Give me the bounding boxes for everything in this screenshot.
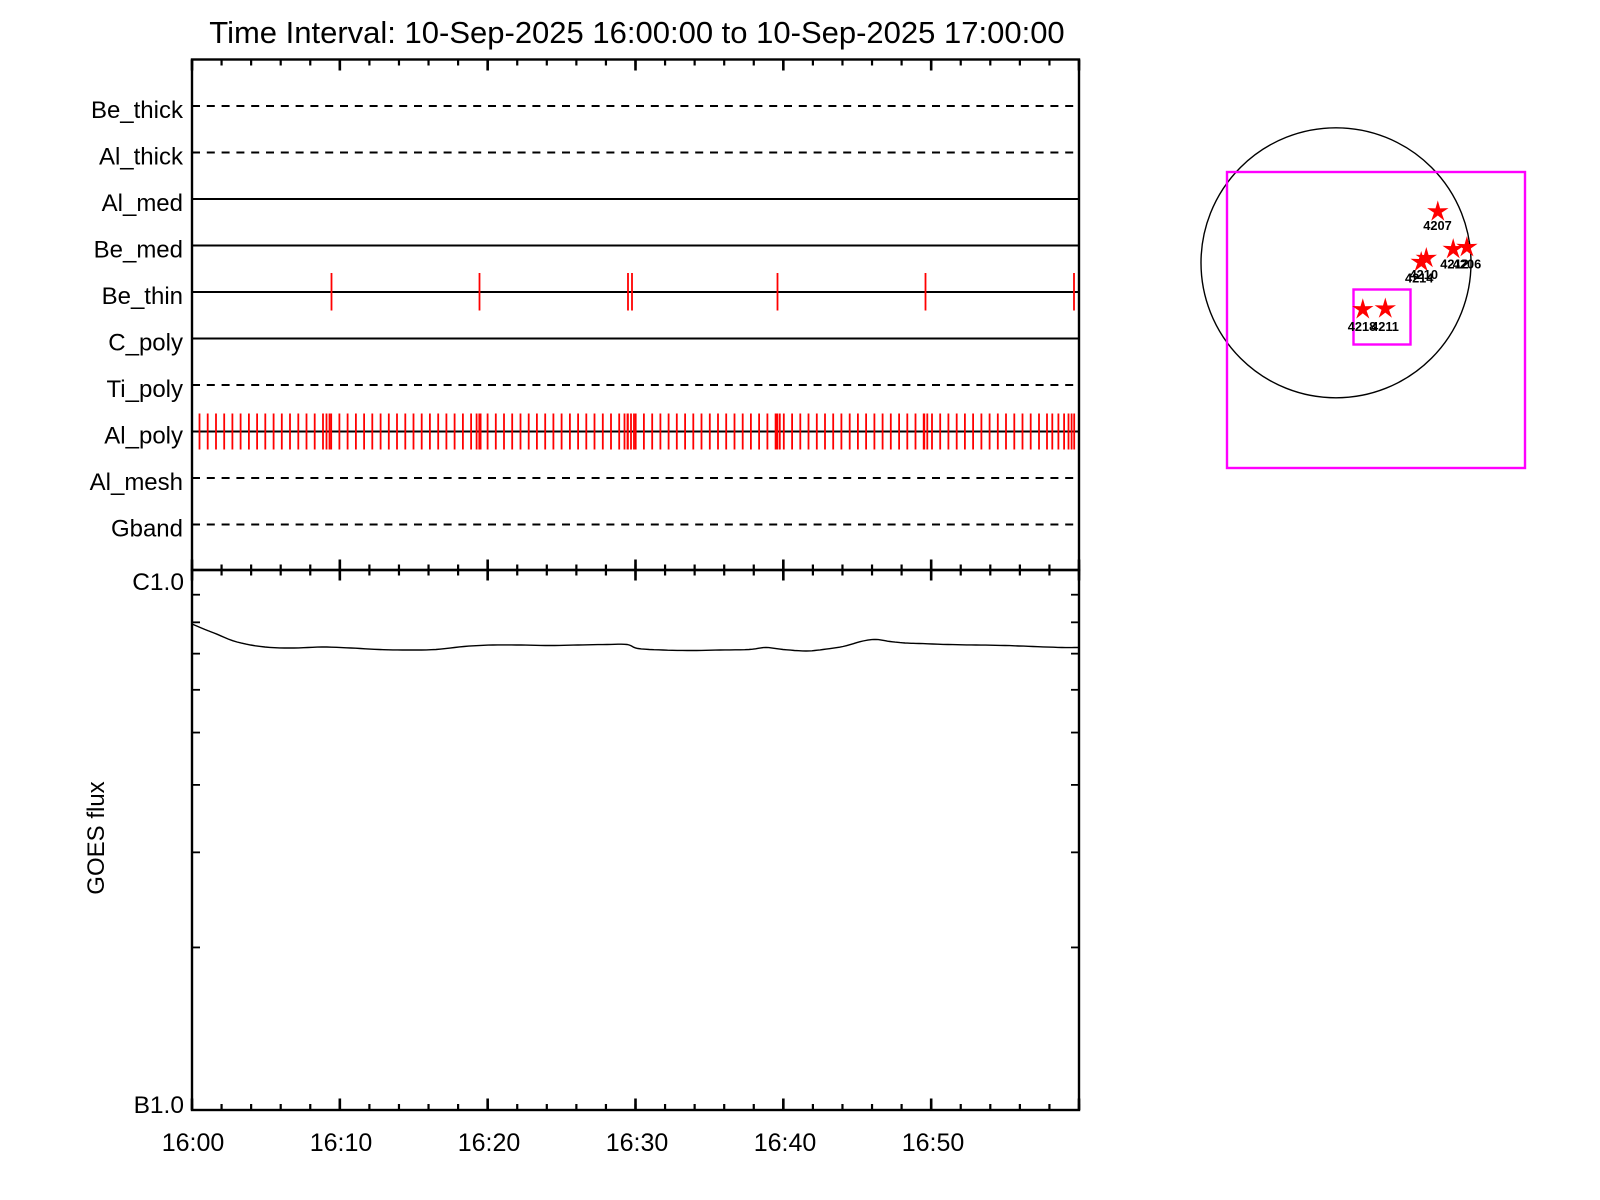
svg-text:Gband: Gband [111, 516, 183, 543]
svg-text:Al_med: Al_med [102, 190, 183, 217]
svg-text:4218: 4218 [1348, 319, 1376, 334]
svg-text:Ti_poly: Ti_poly [107, 376, 183, 403]
svg-text:4207: 4207 [1423, 218, 1451, 233]
svg-text:16:20: 16:20 [458, 1129, 521, 1157]
svg-text:Be_thick: Be_thick [91, 97, 184, 124]
svg-text:4206: 4206 [1453, 256, 1481, 271]
svg-text:C_poly: C_poly [108, 330, 183, 357]
svg-text:16:30: 16:30 [606, 1129, 669, 1157]
svg-text:16:40: 16:40 [754, 1129, 817, 1157]
svg-text:Time Interval: 10-Sep-2025 16:: Time Interval: 10-Sep-2025 16:00:00 to 1… [209, 15, 1064, 50]
svg-text:B1.0: B1.0 [134, 1092, 184, 1119]
svg-text:16:50: 16:50 [902, 1129, 965, 1157]
svg-text:Al_thick: Al_thick [99, 144, 184, 171]
svg-text:Al_mesh: Al_mesh [90, 469, 183, 496]
svg-text:C1.0: C1.0 [132, 569, 184, 596]
svg-text:4210: 4210 [1410, 267, 1438, 282]
svg-text:4211: 4211 [1371, 319, 1399, 334]
svg-text:GOES flux: GOES flux [83, 781, 110, 894]
svg-text:Be_med: Be_med [94, 237, 183, 264]
svg-text:4214: 4214 [1405, 270, 1434, 285]
svg-text:Be_thin: Be_thin [102, 283, 183, 310]
svg-text:Al_poly: Al_poly [104, 423, 183, 450]
svg-text:4212: 4212 [1440, 256, 1468, 271]
svg-text:16:10: 16:10 [310, 1129, 373, 1157]
svg-text:16:00: 16:00 [162, 1129, 225, 1157]
